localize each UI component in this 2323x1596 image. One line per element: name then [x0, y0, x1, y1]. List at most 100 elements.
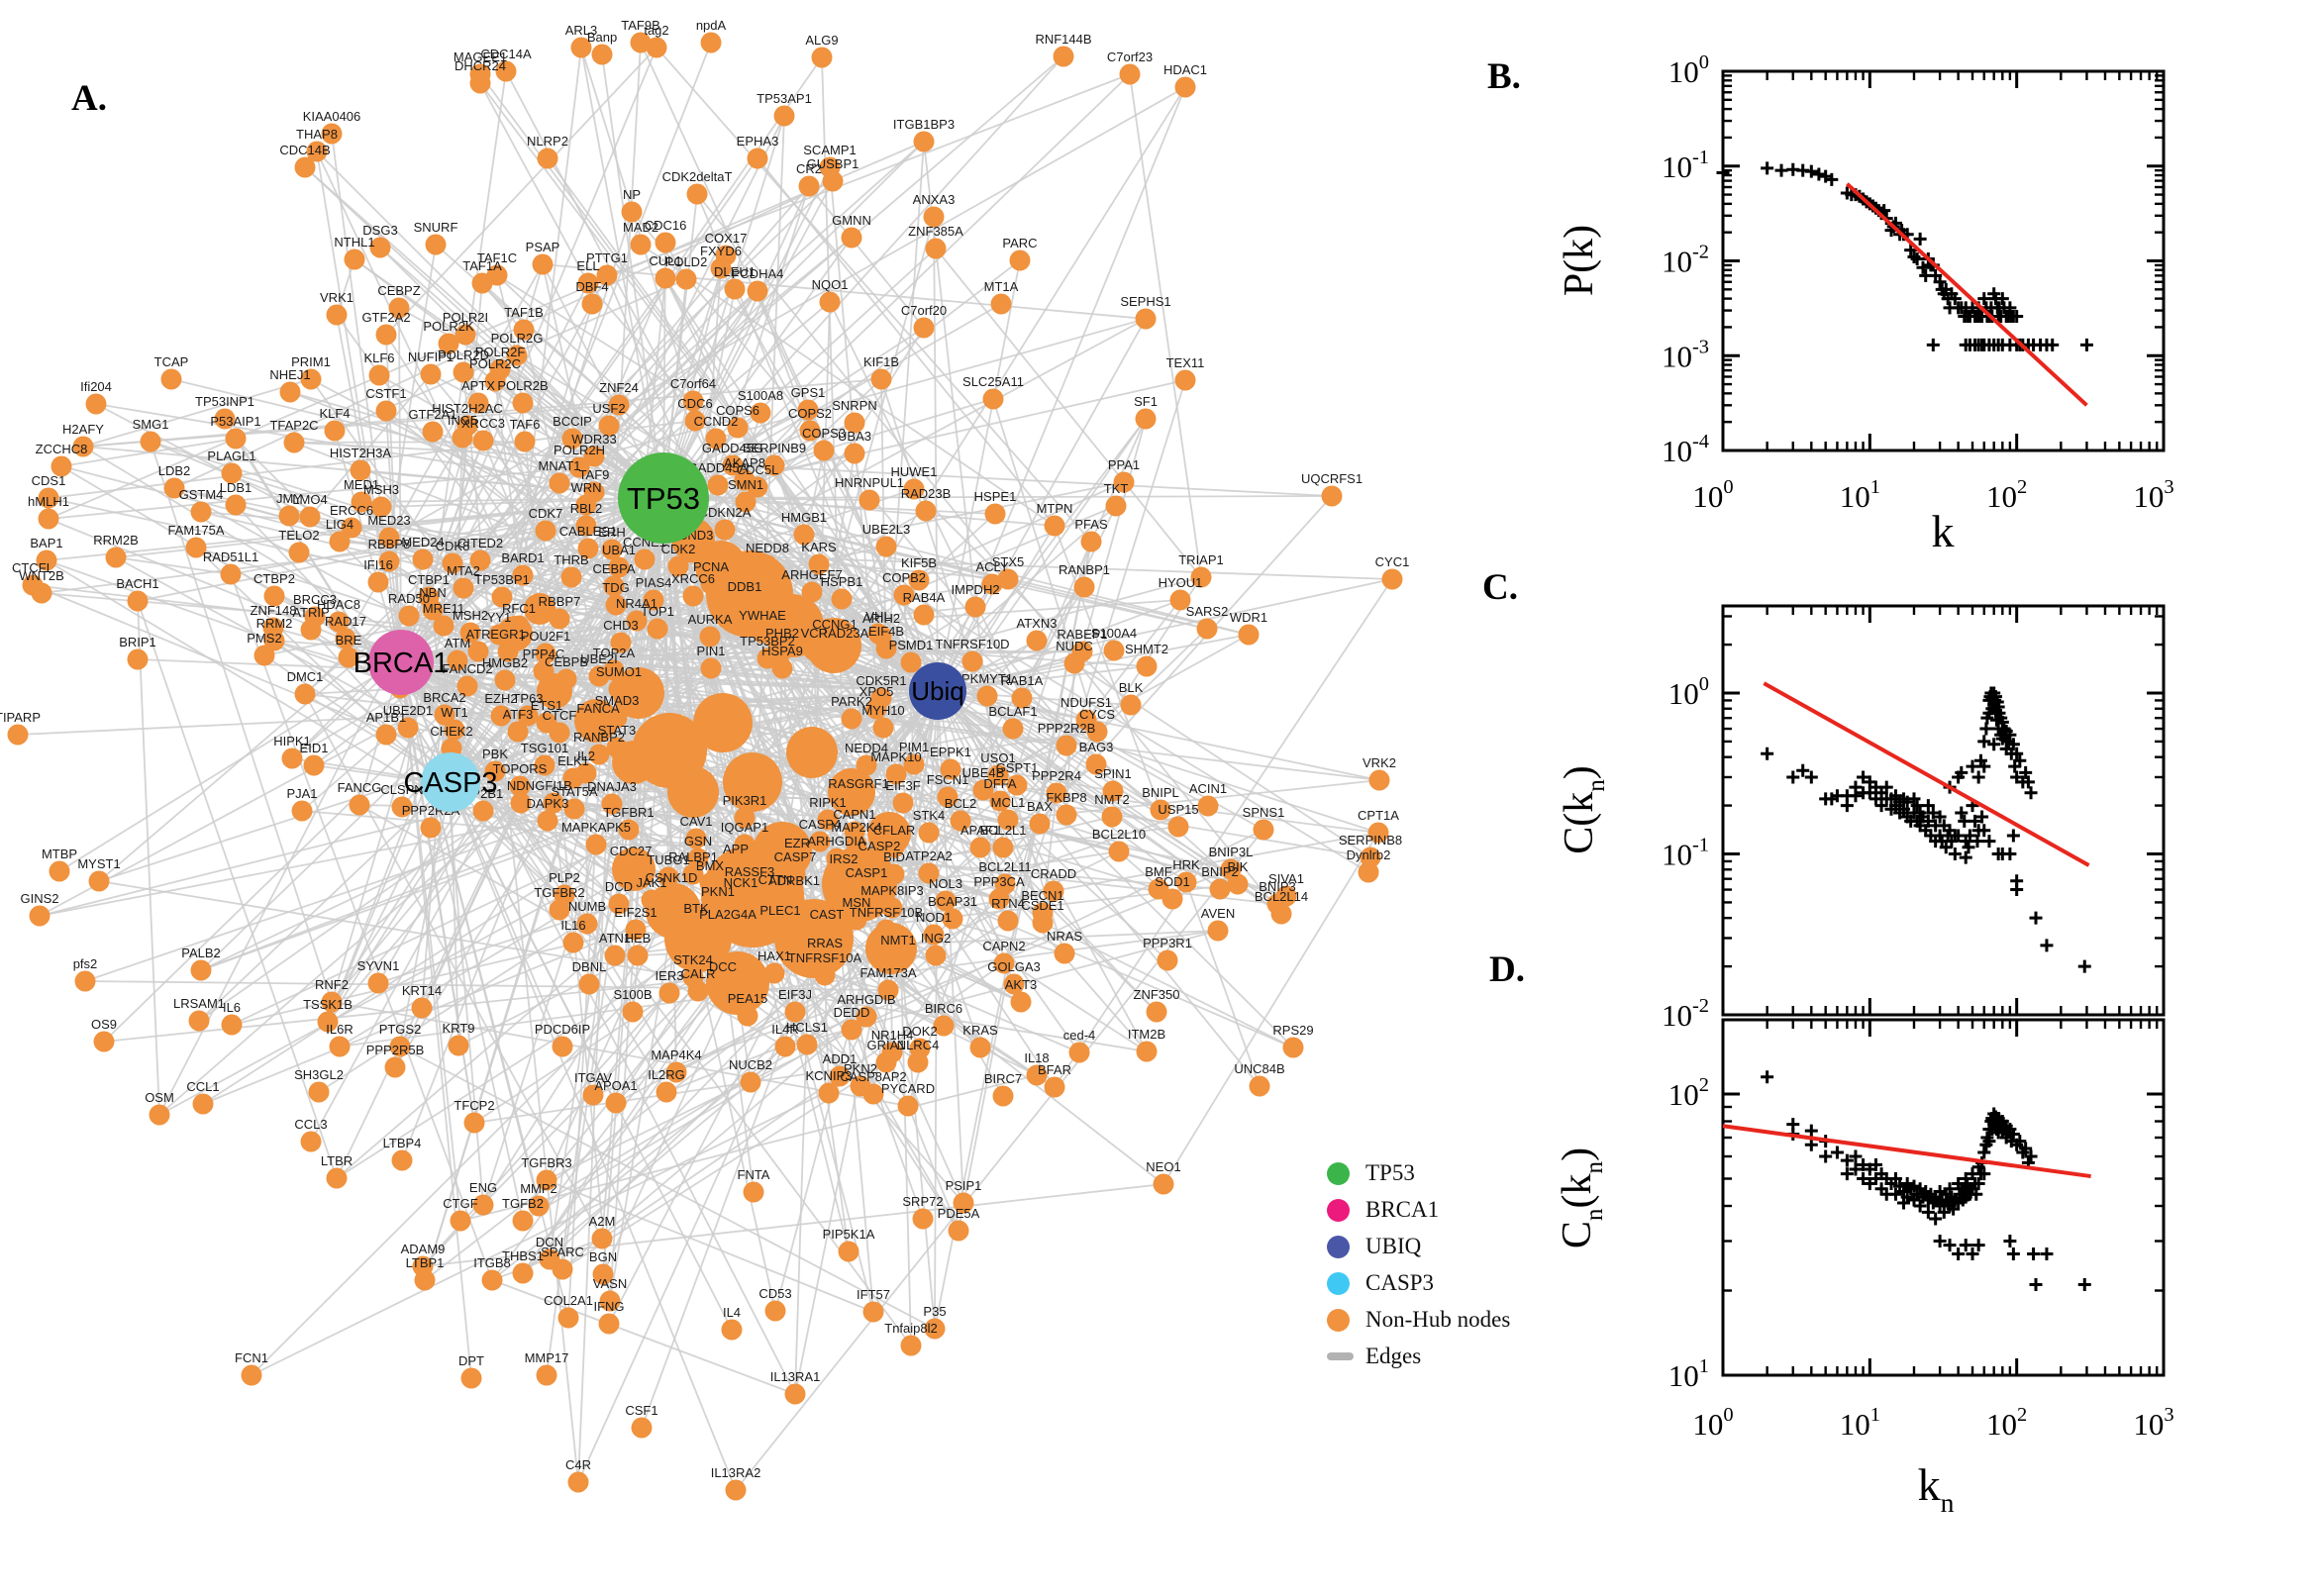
network-node	[893, 584, 915, 606]
network-node	[263, 630, 285, 651]
network-node-label: COPS3	[802, 426, 846, 441]
network-node-label: CCL1	[186, 1079, 219, 1094]
network-node-label: NP	[623, 187, 641, 202]
network-node-label: TNFRSF10D	[935, 637, 1009, 651]
svg-text:10-2: 10-2	[1662, 242, 1709, 279]
network-node-label: ERCC6	[330, 503, 373, 518]
network-node-label: C7orf23	[1107, 50, 1153, 64]
network-node	[969, 837, 991, 858]
network-node	[907, 1051, 929, 1073]
svg-text:102: 102	[1668, 1074, 1709, 1112]
network-node	[643, 589, 664, 611]
network-node-label: GINS2	[20, 891, 58, 906]
network-node-label: TFCP2	[454, 1098, 494, 1113]
network-node-label: RASGRF1	[828, 776, 888, 791]
network-node-label: DBF4	[575, 279, 608, 294]
network-node	[735, 491, 757, 513]
network-node	[447, 649, 468, 671]
network-node	[433, 615, 454, 637]
network-node-label: UBE2L3	[862, 522, 910, 537]
network-node-label: BIK	[1228, 859, 1249, 874]
network-node-label: MNAT1	[538, 458, 580, 473]
network-node	[829, 1065, 851, 1087]
network-node-label: MSH2	[453, 608, 488, 623]
network-node-label: BMX	[696, 858, 725, 873]
network-node-label: AKAP8	[724, 455, 765, 470]
network-node-label: NMT2	[1094, 792, 1129, 807]
network-node	[513, 319, 535, 341]
network-node-label: IER3	[656, 968, 684, 983]
network-node	[793, 524, 815, 546]
network-node-label: BIRC7	[984, 1071, 1022, 1086]
network-node-label: POLR2D	[438, 348, 489, 362]
network-node-label: CSDE1	[1021, 898, 1063, 913]
network-node	[384, 1056, 406, 1078]
network-node-label: DSG3	[362, 223, 397, 238]
network-node-label: CALR	[681, 966, 716, 981]
network-node	[1029, 813, 1051, 835]
network-node-label: RNF2	[315, 977, 349, 992]
network-node-label: PALB2	[181, 946, 221, 960]
network-node	[1068, 1042, 1090, 1063]
network-node-label: CEBPB	[545, 654, 588, 669]
network-node	[984, 503, 1006, 525]
network-node	[737, 1005, 758, 1027]
network-node	[940, 758, 961, 780]
network-node	[1136, 1041, 1158, 1062]
network-node	[422, 599, 444, 621]
network-node	[687, 848, 709, 869]
network-node	[38, 508, 59, 530]
network-node-label: DCN	[536, 1235, 563, 1249]
network-node-label: CDK2	[661, 542, 696, 556]
network-node-label: MRE11	[423, 601, 464, 616]
network-node-label: GADD45A	[688, 460, 749, 475]
network-node-label: APOA1	[594, 1078, 637, 1093]
network-node-label: FCN1	[235, 1350, 268, 1365]
network-node-label: WNT2B	[19, 568, 64, 583]
network-node	[818, 1082, 840, 1104]
network-node	[740, 1071, 761, 1093]
network-node-label: AVEN	[1201, 906, 1235, 921]
network-node	[763, 962, 785, 984]
network-node	[680, 542, 702, 563]
network-node-label: HAX1	[758, 948, 791, 963]
network-node	[1105, 495, 1127, 517]
network-node	[997, 568, 1019, 590]
network-node	[918, 862, 940, 884]
legend-item-label: Edges	[1365, 1344, 1422, 1368]
network-node	[588, 744, 610, 765]
network-node-label: RPS29	[1272, 1023, 1313, 1038]
network-node-label: BCCIP	[553, 414, 592, 429]
network-node-label: SH3GL2	[294, 1067, 344, 1082]
network-node-label: RNF144B	[1035, 32, 1091, 47]
svg-text:100: 100	[1692, 1404, 1733, 1442]
network-node-label: npdA	[696, 18, 727, 33]
network-node-label: PPP3R1	[1143, 936, 1192, 950]
network-node-label: RAD50	[388, 591, 430, 606]
network-node	[452, 427, 473, 449]
network-node	[509, 775, 531, 797]
network-node-label: WRN	[570, 480, 601, 495]
network-legend: TP53 BRCA1 UBIQ CASP3 Non-Hub nodes Edges	[1327, 1160, 1624, 1380]
network-node-label: HUWE1	[891, 464, 938, 479]
network-node	[783, 887, 805, 909]
network-node	[281, 748, 303, 769]
network-node-label: SRP72	[902, 1194, 943, 1209]
network-node-label: APP	[723, 842, 749, 856]
network-node-label: COX17	[705, 231, 748, 246]
network-node-label: YY1	[487, 610, 512, 625]
network-node-label: HEB	[625, 931, 652, 946]
network-node-label: ATN1	[599, 931, 631, 946]
network-node-label: FNTA	[738, 1167, 770, 1182]
network-node	[700, 573, 722, 595]
network-node-label: XRCC6	[671, 571, 715, 586]
svg-text:103: 103	[2133, 476, 2173, 514]
network-node-label: POLR2B	[497, 378, 548, 393]
network-node	[1175, 871, 1197, 893]
network-node-label: WDR1	[1230, 610, 1267, 625]
network-node	[599, 1290, 621, 1312]
network-node-label: SARS2	[1186, 604, 1229, 619]
network-node	[885, 763, 907, 785]
network-node	[948, 1220, 969, 1242]
axis-ticks	[1721, 69, 2166, 452]
